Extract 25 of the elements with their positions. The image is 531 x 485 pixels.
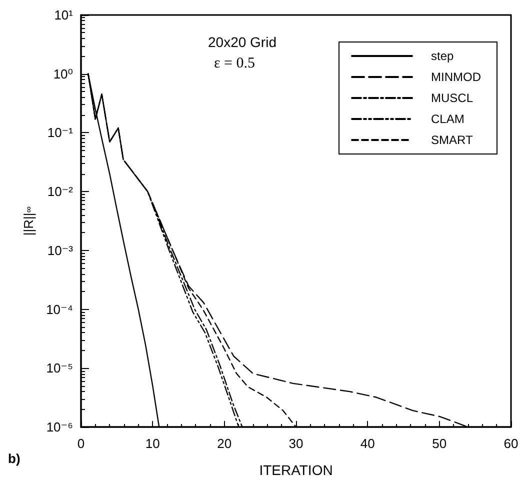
legend-label: step xyxy=(431,49,454,63)
x-tick-label: 50 xyxy=(432,436,447,451)
x-tick-label: 10 xyxy=(145,436,160,451)
y-tick-label: 10⁻⁴ xyxy=(46,302,73,317)
y-tick-label: 10⁻⁶ xyxy=(46,420,73,434)
y-tick-label: 10⁻¹ xyxy=(47,125,74,140)
x-tick-label: 60 xyxy=(504,436,518,451)
legend-label: CLAM xyxy=(431,112,464,126)
legend-label: SMART xyxy=(431,133,474,147)
x-tick-label: 40 xyxy=(360,436,375,451)
text: b) xyxy=(8,451,20,466)
x-tick-label: 20 xyxy=(217,436,232,451)
y-tick-label: 10¹ xyxy=(54,8,74,22)
legend-label: MINMOD xyxy=(431,70,482,84)
y-axis-title: ||R||∞ xyxy=(21,206,36,236)
y-tick-label: 10⁻⁵ xyxy=(46,360,73,376)
y-tick-label: 10⁻³ xyxy=(47,242,74,258)
y-tick-label: 10⁰ xyxy=(53,66,73,82)
x-axis-title: ITERATION xyxy=(259,462,333,478)
y-tick-label: 10⁻² xyxy=(47,184,74,200)
x-tick-label: 0 xyxy=(77,436,85,451)
annotation: ε = 0.5 xyxy=(214,56,256,72)
x-tick-label: 30 xyxy=(288,436,304,451)
annotation: 20x20 Grid xyxy=(208,34,276,50)
legend-label: MUSCL xyxy=(431,91,474,105)
